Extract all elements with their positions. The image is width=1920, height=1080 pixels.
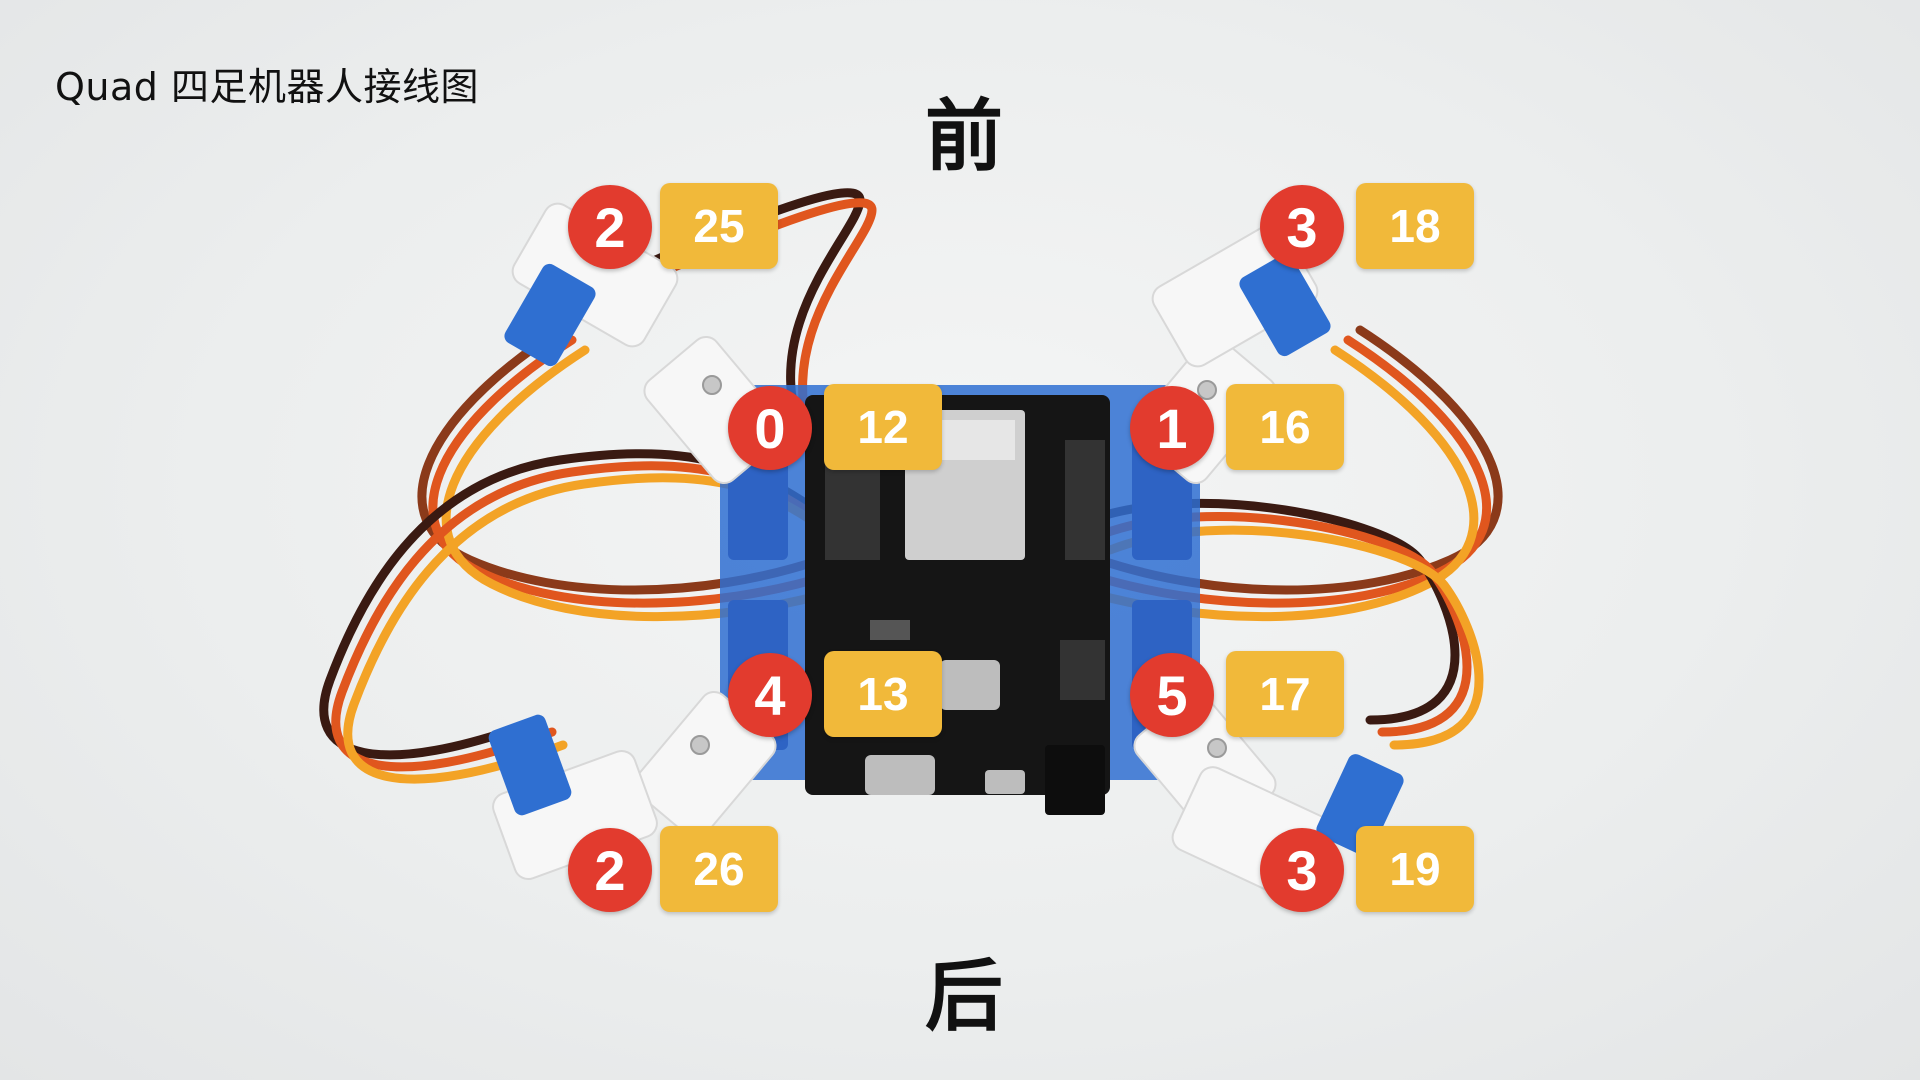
hip-servos [488, 253, 1404, 856]
back-label: 后 [924, 952, 1003, 1042]
servo-index-badge: 0 [728, 386, 812, 470]
servo-index-badge: 3 [1260, 828, 1344, 912]
gpio-pin-label: 13 [824, 651, 942, 737]
diagram-title: Quad 四足机器人接线图 [55, 65, 479, 109]
servo-index-badge: 1 [1130, 386, 1214, 470]
gpio-pin-label: 12 [824, 384, 942, 470]
gpio-pin-label: 17 [1226, 651, 1344, 737]
servo-wires [319, 188, 1503, 784]
servo-index-badge: 2 [568, 185, 652, 269]
servo-index-badge: 3 [1260, 185, 1344, 269]
gpio-pin-label: 18 [1356, 183, 1474, 269]
gpio-pin-label: 19 [1356, 826, 1474, 912]
front-label: 前 [924, 92, 1003, 182]
servo-index-badge: 2 [568, 828, 652, 912]
servo-index-badge: 4 [728, 653, 812, 737]
gpio-pin-label: 26 [660, 826, 778, 912]
gpio-pin-label: 25 [660, 183, 778, 269]
servo-index-badge: 5 [1130, 653, 1214, 737]
gpio-pin-label: 16 [1226, 384, 1344, 470]
